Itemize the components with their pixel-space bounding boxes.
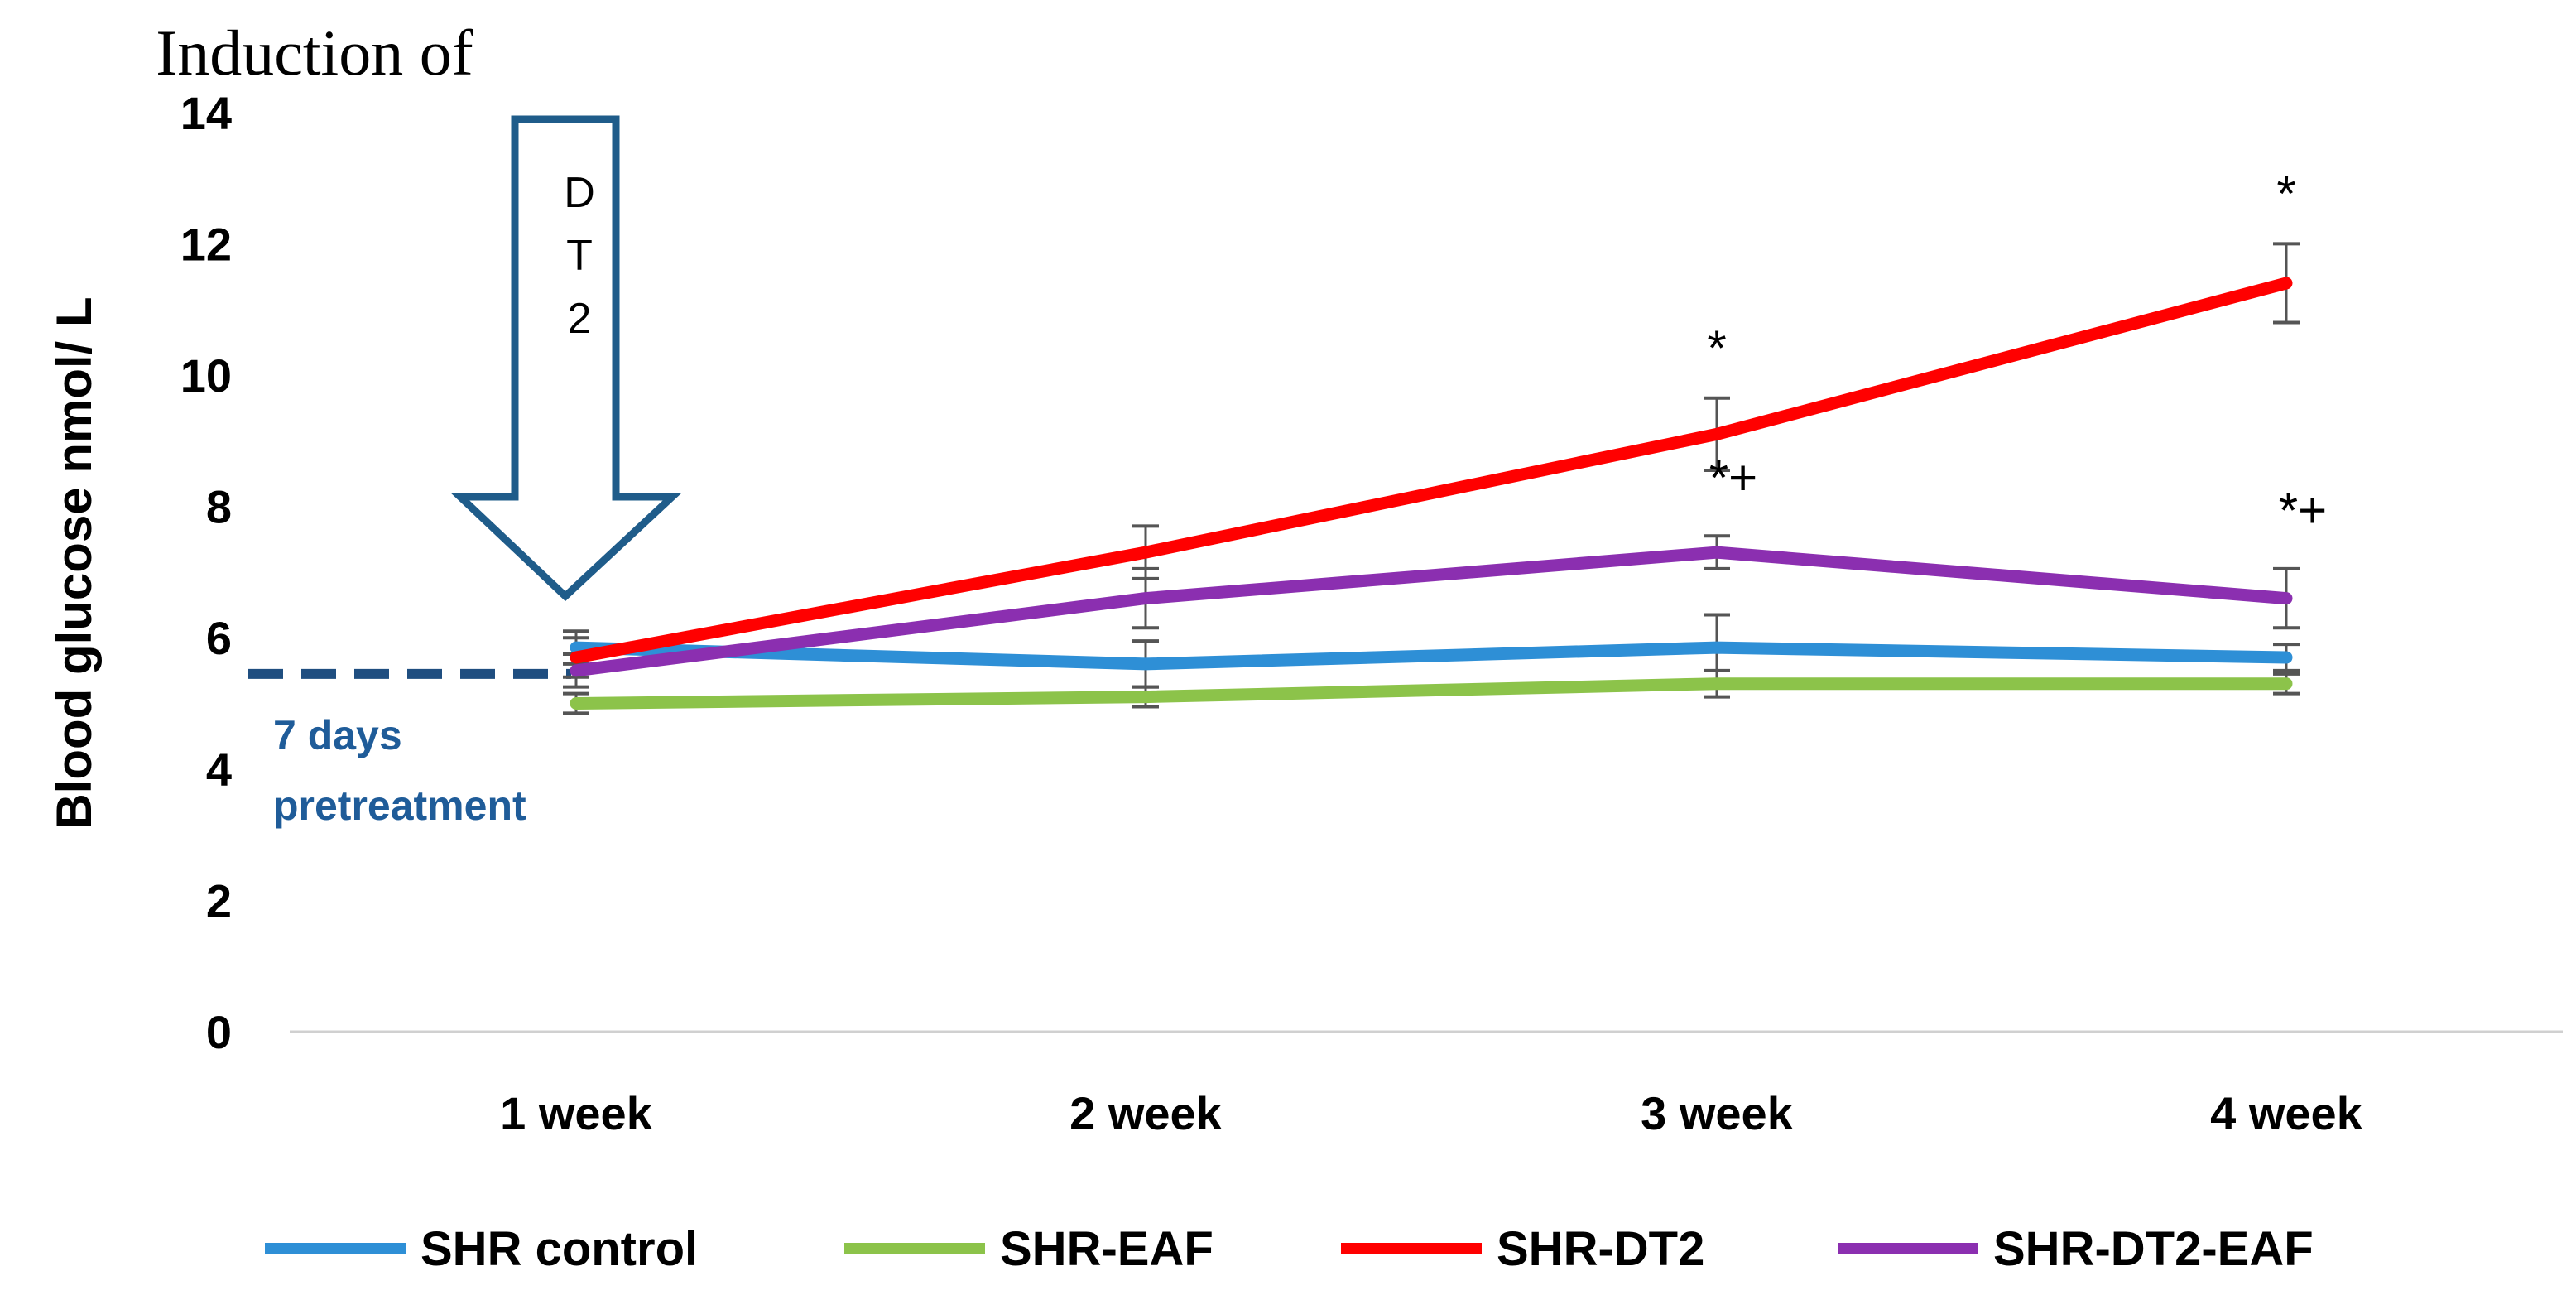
- arrow-letter: T: [566, 232, 593, 280]
- legend-label: SHR-DT2: [1497, 1222, 1704, 1276]
- y-tick-label: 4: [206, 744, 232, 796]
- data-point: [1716, 647, 1718, 649]
- x-tick-label: 1 week: [500, 1087, 653, 1139]
- series-line-shr-dt2-eaf: [570, 546, 2293, 677]
- data-point: [1716, 433, 1718, 436]
- significance-marker: *+: [1709, 450, 1757, 505]
- y-tick-label: 0: [206, 1006, 232, 1058]
- legend: SHR control SHR-EAF SHR-DT2 SHR-DT2-EAF: [265, 1222, 2314, 1276]
- legend-label: SHR-DT2-EAF: [1993, 1222, 2314, 1276]
- axes: 0 2 4 6 8 10 12 14 1 week 2 week 3 week 4 week Blood…: [46, 87, 2563, 1139]
- data-point: [1145, 551, 1146, 554]
- y-axis-label: Blood glucose nmol/ L: [46, 296, 102, 829]
- series-line-shr-control: [570, 641, 2293, 671]
- arrow-letter: D: [564, 169, 595, 217]
- x-tick-label: 2 week: [1069, 1087, 1223, 1139]
- data-point: [1716, 682, 1718, 685]
- data-point: [1145, 696, 1146, 698]
- y-tick-label: 10: [180, 349, 232, 402]
- legend-label: SHR control: [421, 1222, 698, 1276]
- annotations: Induction of DT 2 7 days pretreatment: [156, 17, 682, 829]
- series-line-shr-dt2: [570, 277, 2293, 664]
- y-tick-label: 8: [206, 481, 232, 533]
- y-tick-label: 12: [180, 218, 232, 270]
- data-point: [575, 669, 577, 672]
- x-tick-label: 4 week: [2210, 1087, 2363, 1139]
- legend-label: SHR-EAF: [1000, 1222, 1214, 1276]
- series-lines: * * *+ *+: [563, 166, 2327, 715]
- significance-marker: *: [1707, 320, 1726, 376]
- data-point: [2285, 282, 2287, 284]
- series-line-shr-eaf: [570, 677, 2293, 710]
- y-tick-label: 6: [206, 612, 232, 664]
- pretreatment-label-2: pretreatment: [273, 782, 526, 829]
- data-point: [2285, 656, 2287, 658]
- arrow-letter: 2: [568, 295, 592, 343]
- data-point: [1716, 551, 1718, 554]
- pretreatment-label-1: 7 days: [273, 712, 402, 758]
- x-tick-label: 3 week: [1641, 1087, 1794, 1139]
- data-point: [575, 647, 577, 649]
- data-point: [2285, 682, 2287, 685]
- data-point: [575, 702, 577, 705]
- data-point: [1145, 597, 1146, 599]
- significance-marker: *: [2276, 166, 2295, 221]
- data-point: [2285, 597, 2287, 599]
- y-tick-label: 14: [180, 87, 232, 139]
- data-point: [575, 656, 577, 658]
- significance-marker: *+: [2279, 483, 2327, 538]
- induction-arrow-icon: [450, 115, 682, 602]
- data-point: [1145, 662, 1146, 665]
- y-tick-label: 2: [206, 874, 232, 927]
- induction-label: Induction of: [156, 17, 473, 89]
